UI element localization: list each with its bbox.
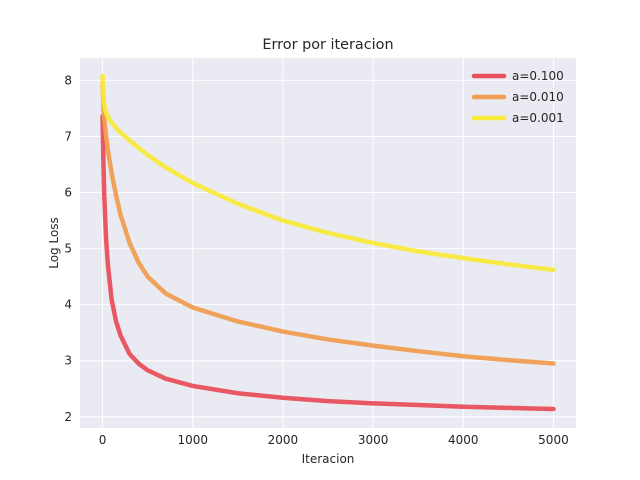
x-tick-label: 1000 bbox=[177, 433, 208, 447]
series-line-3 bbox=[100, 73, 556, 273]
x-tick-label: 3000 bbox=[358, 433, 389, 447]
legend-label: a=0.010 bbox=[512, 90, 564, 104]
chart-title: Error por iteracion bbox=[262, 37, 393, 53]
x-tick-label: 5000 bbox=[538, 433, 569, 447]
x-axis-label: Iteracion bbox=[302, 452, 355, 466]
grid bbox=[80, 58, 576, 428]
legend-label: a=0.100 bbox=[512, 69, 564, 83]
x-tick-label: 2000 bbox=[268, 433, 299, 447]
y-tick-label: 7 bbox=[64, 129, 72, 143]
y-axis-label: Log Loss bbox=[47, 217, 61, 269]
x-tick-label: 4000 bbox=[448, 433, 479, 447]
series-line-1 bbox=[100, 114, 556, 412]
y-tick-label: 5 bbox=[64, 242, 72, 256]
y-tick-label: 6 bbox=[64, 186, 72, 200]
y-tick-label: 3 bbox=[64, 354, 72, 368]
series-lines bbox=[100, 73, 556, 412]
tick-labels: 0 1000 2000 3000 4000 5000 2 3 4 5 6 7 8 bbox=[64, 73, 568, 447]
y-tick-label: 2 bbox=[64, 410, 72, 424]
series-line-2 bbox=[100, 80, 556, 366]
y-tick-label: 8 bbox=[64, 73, 72, 87]
x-tick-label: 0 bbox=[99, 433, 107, 447]
legend-label: a=0.001 bbox=[512, 111, 564, 125]
y-tick-label: 4 bbox=[64, 298, 72, 312]
legend: a=0.100 a=0.010 a=0.001 bbox=[471, 69, 564, 125]
